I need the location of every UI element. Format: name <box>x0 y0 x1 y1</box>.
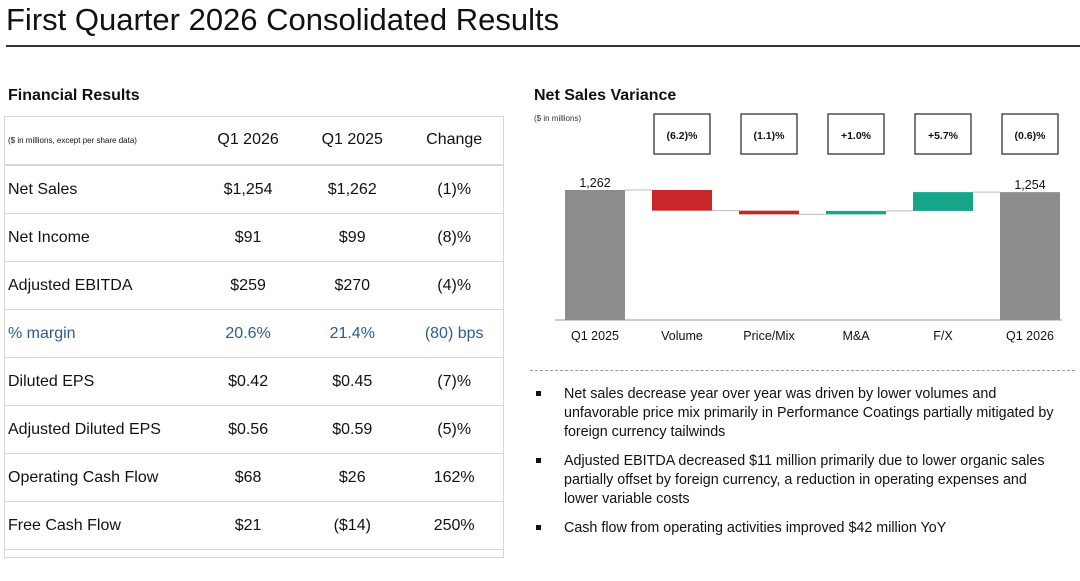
cell-q1-2026: $1,254 <box>196 165 301 214</box>
table-header-row: ($ in millions, except per share data) Q… <box>4 116 504 166</box>
row-label: % margin <box>4 309 196 358</box>
section-divider <box>530 370 1075 371</box>
cell-q1-2025: $26 <box>300 453 405 502</box>
table-row: Net Sales $1,254 $1,262 (1)% <box>4 165 504 214</box>
cell-change: 250% <box>404 501 504 550</box>
table-row: Net Income $91 $99 (8)% <box>4 213 504 262</box>
page-title: First Quarter 2026 Consolidated Results <box>6 2 560 37</box>
table-row-margin: % margin 20.6% 21.4% (80) bps <box>4 309 504 358</box>
bullet-text: Cash flow from operating activities impr… <box>564 520 947 536</box>
cell-q1-2025: ($14) <box>300 501 405 550</box>
percent-callout-box <box>740 113 798 155</box>
percent-callout-box <box>1001 113 1059 155</box>
list-item: Cash flow from operating activities impr… <box>536 519 1056 538</box>
bullet-text: Net sales decrease year over year was dr… <box>564 386 1054 440</box>
percent-callout-label: +5.7% <box>928 130 959 142</box>
cell-change: (7)% <box>404 357 504 406</box>
category-tick-label: F/X <box>933 329 953 343</box>
cell-change: (4)% <box>404 261 504 310</box>
row-label: Adjusted EBITDA <box>4 261 196 310</box>
percent-callout-label: (0.6)% <box>1015 130 1047 142</box>
percent-callout-box <box>653 113 711 155</box>
category-tick-label: Volume <box>661 329 703 343</box>
table-row: Diluted EPS $0.42 $0.45 (7)% <box>4 357 504 406</box>
financial-results-table: ($ in millions, except per share data) Q… <box>4 116 504 550</box>
waterfall-bar <box>826 210 886 215</box>
list-item: Adjusted EBITDA decreased $11 million pr… <box>536 452 1056 509</box>
table-units-note: ($ in millions, except per share data) <box>4 116 196 166</box>
financial-results-heading: Financial Results <box>8 87 140 104</box>
cell-q1-2026: $0.56 <box>196 405 301 454</box>
cell-q1-2025: $0.45 <box>300 357 405 406</box>
cell-q1-2026: $21 <box>196 501 301 550</box>
bullet-icon <box>536 391 541 396</box>
bullet-icon <box>536 525 541 530</box>
cell-q1-2025: $270 <box>300 261 405 310</box>
row-label: Free Cash Flow <box>4 501 196 550</box>
row-label: Adjusted Diluted EPS <box>4 405 196 454</box>
cell-q1-2026: $259 <box>196 261 301 310</box>
commentary-list: Net sales decrease year over year was dr… <box>536 385 1056 548</box>
cell-change: 162% <box>404 453 504 502</box>
category-tick-label: Price/Mix <box>743 329 795 343</box>
table-row: Adjusted Diluted EPS $0.56 $0.59 (5)% <box>4 405 504 454</box>
column-header-q1-2026: Q1 2026 <box>196 116 301 166</box>
cell-change: (80) bps <box>404 309 504 358</box>
category-tick-label: Q1 2025 <box>571 329 619 343</box>
cell-q1-2025: $0.59 <box>300 405 405 454</box>
category-tick-label: Q1 2026 <box>1006 329 1054 343</box>
percent-callout-label: (6.2)% <box>667 130 699 142</box>
row-label: Operating Cash Flow <box>4 453 196 502</box>
table-row: Adjusted EBITDA $259 $270 (4)% <box>4 261 504 310</box>
data-label: 1,262 <box>579 176 610 190</box>
cell-change: (1)% <box>404 165 504 214</box>
title-divider <box>6 45 1080 47</box>
waterfall-bar <box>652 190 712 211</box>
row-label: Net Sales <box>4 165 196 214</box>
row-label: Diluted EPS <box>4 357 196 406</box>
waterfall-bar <box>739 210 799 215</box>
table-row: Free Cash Flow $21 ($14) 250% <box>4 501 504 550</box>
waterfall-bar <box>1000 192 1060 320</box>
list-item: Net sales decrease year over year was dr… <box>536 385 1056 442</box>
waterfall-bar <box>913 192 973 211</box>
cell-change: (8)% <box>404 213 504 262</box>
chart-units-note: ($ in millions) <box>534 114 582 123</box>
cell-change: (5)% <box>404 405 504 454</box>
column-header-q1-2025: Q1 2025 <box>300 116 405 166</box>
bullet-text: Adjusted EBITDA decreased $11 million pr… <box>564 453 1045 507</box>
percent-callout-box <box>827 113 885 155</box>
data-label: 1,254 <box>1014 178 1045 192</box>
waterfall-bar <box>565 190 625 320</box>
cell-q1-2025: $1,262 <box>300 165 405 214</box>
net-sales-variance-chart: Q1 2025 1,262 Volume (6.2)% Price/Mix (1.1)% M… <box>555 113 1062 343</box>
percent-callout-box <box>914 113 972 155</box>
bullet-icon <box>536 458 541 463</box>
net-sales-variance-heading: Net Sales Variance <box>534 87 677 104</box>
cell-q1-2026: $91 <box>196 213 301 262</box>
percent-callout-label: (1.1)% <box>754 130 786 142</box>
table-row: Operating Cash Flow $68 $26 162% <box>4 453 504 502</box>
row-label: Net Income <box>4 213 196 262</box>
cell-q1-2025: $99 <box>300 213 405 262</box>
cell-q1-2026: 20.6% <box>196 309 301 358</box>
cell-q1-2026: $68 <box>196 453 301 502</box>
column-header-change: Change <box>404 116 504 166</box>
cell-q1-2026: $0.42 <box>196 357 301 406</box>
percent-callout-label: +1.0% <box>841 130 872 142</box>
category-tick-label: M&A <box>842 329 870 343</box>
cell-q1-2025: 21.4% <box>300 309 405 358</box>
